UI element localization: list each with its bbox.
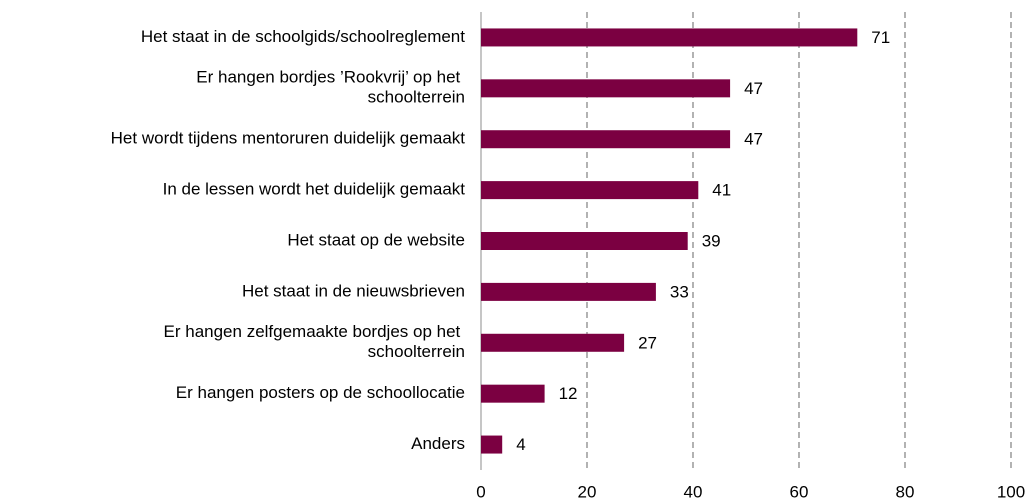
value-label: 33 [670,282,689,301]
category-label: Er hangen bordjes ’Rookvrij’ op het scho… [196,68,465,107]
bar [481,333,625,352]
value-label: 47 [744,130,763,149]
value-label: 39 [702,231,721,250]
x-tick-label: 0 [476,482,485,501]
x-tick-label: 40 [684,482,703,501]
x-tick-label: 20 [578,482,597,501]
category-label: Het staat in de schoolgids/schoolregleme… [141,27,465,46]
value-label: 71 [871,28,890,47]
category-label: Het staat in de nieuwsbrieven [242,281,465,300]
bar [481,435,503,454]
value-label: 41 [712,181,731,200]
bar [481,79,731,98]
value-label: 4 [516,435,525,454]
category-label: In de lessen wordt het duidelijk gemaakt [163,180,466,199]
category-label: Er hangen zelfgemaakte bordjes op het sc… [164,322,465,361]
bar [481,282,656,301]
value-label: 12 [559,384,578,403]
bar [481,130,731,149]
value-label: 47 [744,79,763,98]
bar [481,232,688,250]
bar [481,384,545,403]
category-label: Het staat op de website [287,230,465,249]
x-tick-label: 80 [896,482,915,501]
category-label: Anders [411,434,465,453]
x-tick-label: 100 [997,482,1025,501]
bar [481,28,858,47]
value-label: 27 [638,333,657,352]
category-label: Er hangen posters op de schoollocatie [176,383,465,402]
x-tick-label: 60 [790,482,809,501]
bar [481,181,699,200]
category-label: Het wordt tijdens mentoruren duidelijk g… [111,129,466,148]
